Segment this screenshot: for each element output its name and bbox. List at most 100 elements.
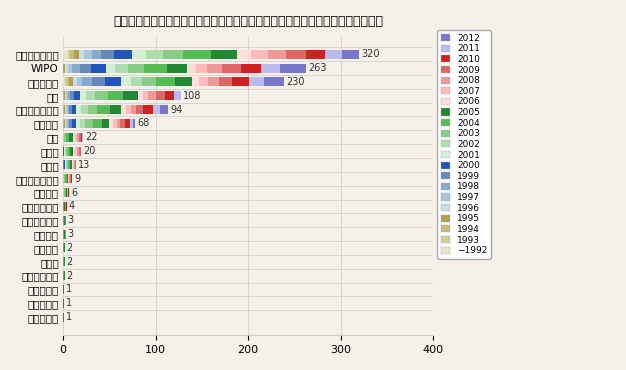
Bar xyxy=(86,91,95,100)
Bar xyxy=(74,161,75,169)
Bar xyxy=(342,50,359,59)
Bar xyxy=(120,119,125,128)
Bar xyxy=(91,50,101,59)
Bar xyxy=(85,119,93,128)
Text: 320: 320 xyxy=(361,49,379,59)
Bar xyxy=(63,147,64,156)
Bar xyxy=(75,161,76,169)
Bar xyxy=(91,77,105,86)
Bar xyxy=(63,271,64,280)
Bar xyxy=(108,91,123,100)
Bar xyxy=(222,64,241,73)
Text: 2: 2 xyxy=(66,257,73,267)
Bar xyxy=(131,105,136,114)
Bar xyxy=(68,119,69,128)
Bar xyxy=(115,64,128,73)
Bar xyxy=(64,105,66,114)
Bar xyxy=(249,77,264,86)
Bar xyxy=(148,91,155,100)
Bar xyxy=(156,77,175,86)
Bar xyxy=(66,119,68,128)
Bar xyxy=(68,188,69,197)
Bar xyxy=(63,91,64,100)
Bar xyxy=(74,91,80,100)
Bar xyxy=(73,77,77,86)
Bar xyxy=(64,64,68,73)
Bar xyxy=(264,77,284,86)
Bar xyxy=(63,188,64,197)
Bar xyxy=(66,161,68,169)
Bar xyxy=(88,105,97,114)
Bar xyxy=(121,77,131,86)
Bar xyxy=(66,105,68,114)
Bar xyxy=(132,50,146,59)
Legend: 2012, 2011, 2010, 2009, 2008, 2007, 2006, 2005, 2004, 2003, 2002, 2001, 2000, 19: 2012, 2011, 2010, 2009, 2008, 2007, 2006… xyxy=(437,30,491,259)
Bar xyxy=(80,119,85,128)
Bar xyxy=(91,64,106,73)
Bar xyxy=(286,50,307,59)
Bar xyxy=(66,147,68,156)
Bar xyxy=(80,64,91,73)
Bar xyxy=(93,119,102,128)
Bar xyxy=(63,299,64,308)
Bar xyxy=(64,119,66,128)
Bar xyxy=(76,105,81,114)
Bar xyxy=(153,105,160,114)
Text: 1: 1 xyxy=(66,312,72,322)
Bar xyxy=(208,77,220,86)
Bar xyxy=(131,77,141,86)
Bar xyxy=(110,105,121,114)
Bar xyxy=(167,64,187,73)
Bar xyxy=(251,50,267,59)
Text: 230: 230 xyxy=(286,77,305,87)
Bar xyxy=(160,105,168,114)
Bar xyxy=(70,147,73,156)
Bar xyxy=(63,174,64,183)
Text: 94: 94 xyxy=(170,105,183,115)
Bar xyxy=(70,174,71,183)
Bar xyxy=(207,64,222,73)
Bar xyxy=(64,161,66,169)
Bar xyxy=(237,50,251,59)
Text: 3: 3 xyxy=(68,215,74,225)
Bar xyxy=(63,285,64,294)
Bar xyxy=(79,147,81,156)
Bar xyxy=(63,105,64,114)
Text: 2: 2 xyxy=(66,243,73,253)
Bar xyxy=(64,188,66,197)
Text: 20: 20 xyxy=(83,146,96,156)
Bar xyxy=(146,50,163,59)
Bar xyxy=(220,77,232,86)
Bar xyxy=(68,174,69,183)
Bar xyxy=(66,77,69,86)
Bar xyxy=(130,119,133,128)
Bar xyxy=(187,64,197,73)
Bar xyxy=(69,119,72,128)
Bar xyxy=(69,174,70,183)
Bar xyxy=(63,202,64,211)
Text: 2: 2 xyxy=(66,271,73,281)
Bar xyxy=(114,50,132,59)
Bar xyxy=(68,64,72,73)
Bar xyxy=(64,133,66,142)
Bar xyxy=(105,77,121,86)
Bar xyxy=(71,174,72,183)
Bar xyxy=(128,64,145,73)
Bar xyxy=(66,133,69,142)
Bar xyxy=(125,119,130,128)
Bar xyxy=(72,161,73,169)
Bar xyxy=(64,216,66,225)
Bar xyxy=(192,77,199,86)
Bar xyxy=(133,119,135,128)
Bar xyxy=(81,105,88,114)
Bar xyxy=(70,91,74,100)
Bar xyxy=(106,64,115,73)
Bar xyxy=(81,133,83,142)
Bar xyxy=(261,64,280,73)
Bar xyxy=(102,119,109,128)
Bar xyxy=(66,174,68,183)
Bar xyxy=(280,64,307,73)
Bar xyxy=(63,313,64,322)
Bar xyxy=(66,91,68,100)
Bar xyxy=(72,64,80,73)
